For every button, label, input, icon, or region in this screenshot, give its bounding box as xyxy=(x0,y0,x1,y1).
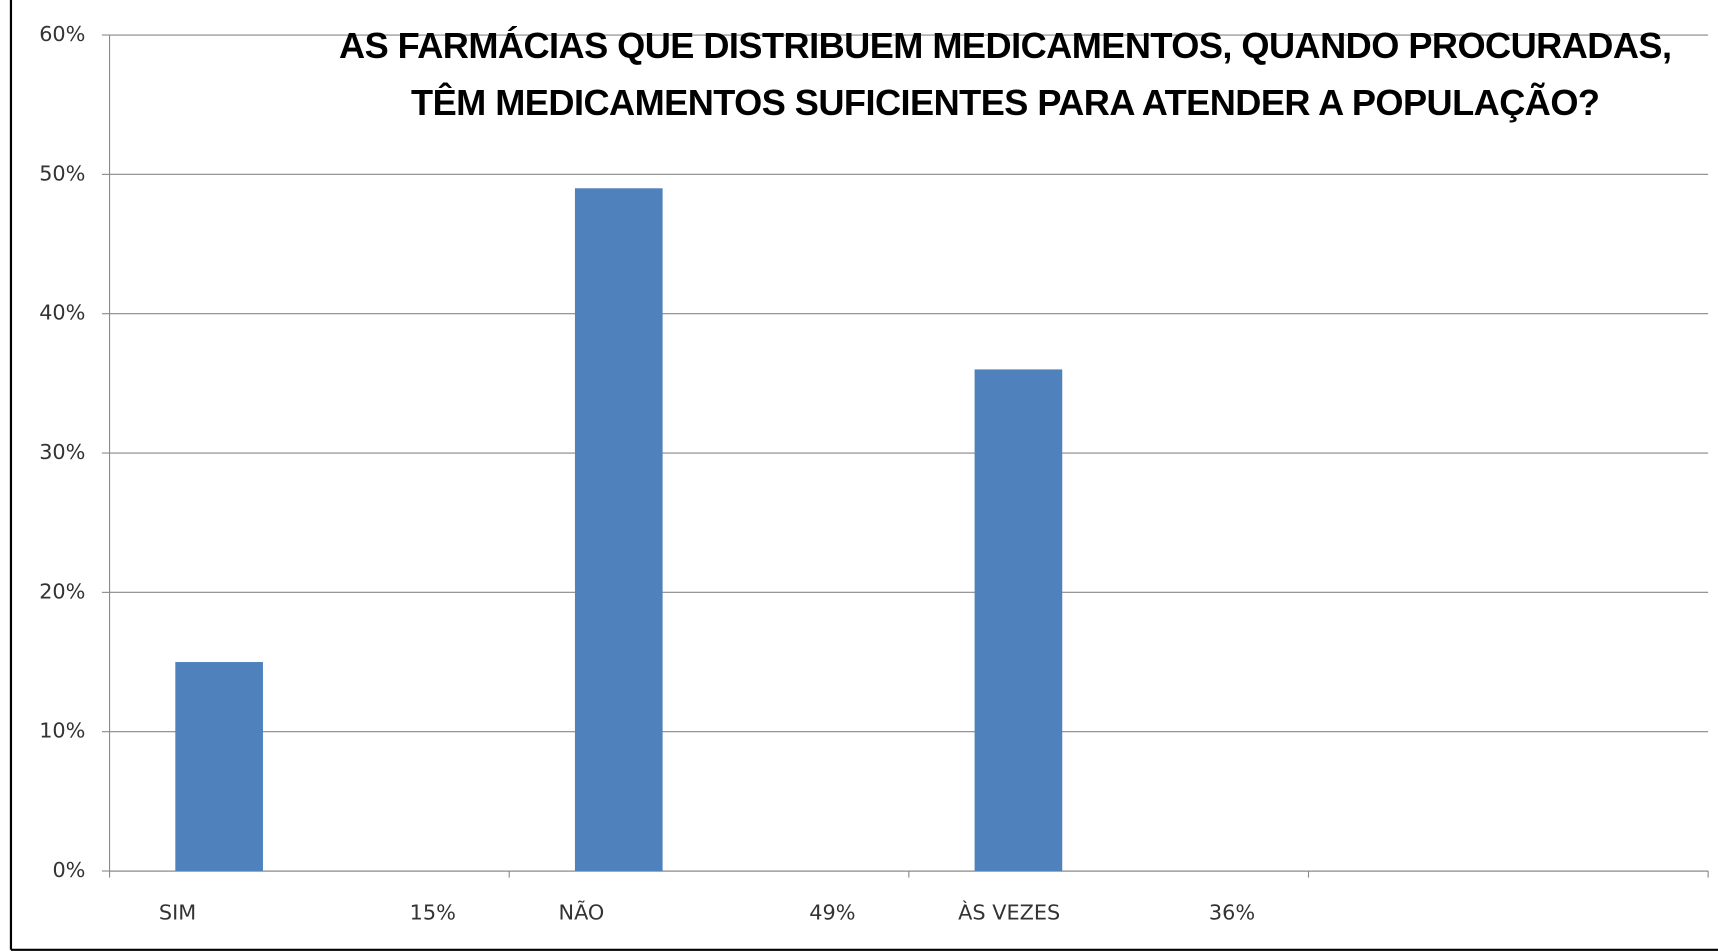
value-label: 49% xyxy=(809,901,855,925)
y-tick-label: 60% xyxy=(39,22,85,46)
bar xyxy=(974,369,1063,872)
bar xyxy=(574,188,663,872)
bar xyxy=(175,662,263,872)
x-tick-label: SIM xyxy=(159,901,196,925)
y-tick-label: 20% xyxy=(39,579,85,603)
y-tick-label: 40% xyxy=(39,301,85,325)
y-tick-label: 10% xyxy=(39,719,85,743)
y-tick-label: 30% xyxy=(39,440,85,464)
x-tick-label: NÃO xyxy=(559,899,605,925)
x-tick-label: ÀS VEZES xyxy=(958,900,1060,925)
chart-title: AS FARMÁCIAS QUE DISTRIBUEM MEDICAMENTOS… xyxy=(339,25,1672,123)
y-tick-label: 0% xyxy=(52,858,85,882)
title-box: AS FARMÁCIAS QUE DISTRIBUEM MEDICAMENTOS… xyxy=(339,25,1672,123)
y-tick-label: 50% xyxy=(39,161,85,185)
value-label: 36% xyxy=(1209,901,1255,925)
value-label: 15% xyxy=(410,901,456,925)
